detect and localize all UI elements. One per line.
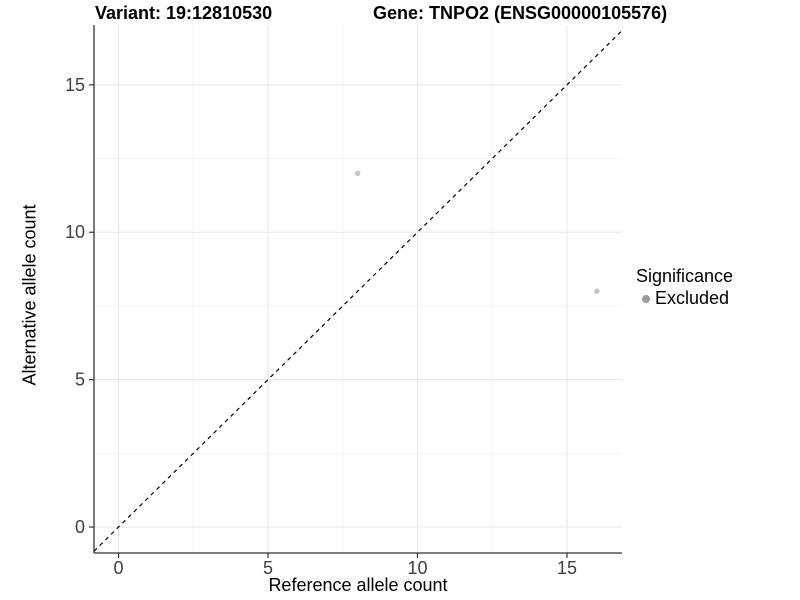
x-tick-label: 0 <box>114 558 124 578</box>
data-point <box>594 288 600 294</box>
x-tick-label: 10 <box>407 558 427 578</box>
y-axis-title: Alternative allele count <box>19 204 40 386</box>
variant-title: Variant: 19:12810530 <box>95 3 273 23</box>
legend-point-icon <box>642 294 650 303</box>
x-axis-title: Reference allele count <box>268 575 448 595</box>
gene-title: Gene: TNPO2 (ENSG00000105576) <box>373 3 668 23</box>
y-tick-label: 10 <box>65 222 85 242</box>
y-tick-label: 0 <box>75 517 85 537</box>
identity-line <box>93 30 623 552</box>
legend: Significance Excluded <box>636 266 733 309</box>
y-tick-label: 5 <box>75 370 85 390</box>
x-tick-label: 15 <box>557 558 577 578</box>
legend-item-excluded: Excluded <box>636 288 733 309</box>
legend-title: Significance <box>636 266 734 286</box>
data-point <box>355 170 361 176</box>
x-tick-label: 5 <box>263 558 273 578</box>
legend-item-label: Excluded <box>655 288 730 308</box>
y-tick-label: 15 <box>65 75 85 95</box>
